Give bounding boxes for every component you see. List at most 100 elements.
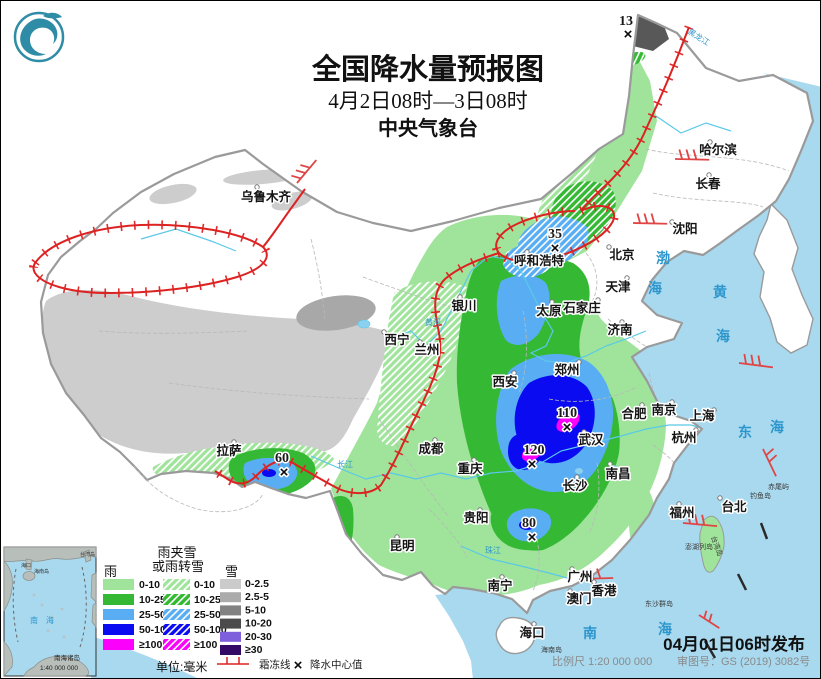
city-dot	[717, 495, 723, 501]
city-dot	[531, 621, 537, 627]
legend-range: 5-10	[245, 604, 266, 616]
city-label: 昆明	[389, 538, 414, 553]
rain-center-110	[556, 412, 580, 432]
legend: 雨 雨夹雪 或雨转雪 雪 0-10 10-25 25-50 50-100 ≥10…	[103, 545, 363, 674]
china-border	[39, 13, 815, 615]
cma-logo-swirl	[20, 18, 58, 56]
precip-center-x-icon: ×	[624, 26, 633, 43]
legend-swatch-sleet	[163, 639, 190, 650]
legend-range: 10-20	[245, 618, 272, 630]
foreign-border	[133, 465, 264, 513]
city-dot	[595, 297, 601, 303]
snow-area-qinghai	[296, 295, 376, 331]
legend-swatch-snow	[220, 579, 241, 589]
legend-frost-label: 霜冻线	[259, 658, 291, 671]
city-dot	[693, 427, 699, 433]
precip-center-value: 60	[275, 451, 289, 466]
cma-logo-wing	[43, 12, 62, 19]
map-org: 中央气象台	[378, 116, 478, 140]
legend-swatch-rain	[103, 624, 134, 635]
city-label: 广州	[567, 569, 592, 584]
legend-range: 25-50	[194, 609, 221, 621]
snow-patch	[271, 191, 313, 211]
city-dot	[711, 407, 717, 413]
city-dot	[624, 275, 630, 281]
precip-center-x-icon: ×	[551, 240, 560, 257]
city-label: 济南	[607, 322, 633, 337]
snow-area-tibet	[42, 289, 393, 454]
qinghai-lake	[357, 319, 371, 329]
city-label: 武汉	[578, 432, 604, 447]
wind-barb-icon	[291, 159, 317, 184]
frost-line-loop-west	[32, 223, 268, 295]
approval-number: 审图号：GS (2019) 3082号	[677, 654, 810, 668]
inset-dash-line	[79, 566, 87, 648]
map-title: 全国降水量预报图	[311, 52, 544, 86]
wind-barbs	[291, 149, 778, 629]
legend-sleet-heading-1: 雨夹雪	[157, 545, 196, 560]
legend-swatch-rain	[103, 579, 134, 590]
city-label: 郑州	[554, 362, 579, 377]
island-label: 东沙群岛	[645, 599, 673, 608]
inset-hainan	[22, 571, 36, 581]
island-label: 赤尾屿	[768, 482, 789, 491]
city-dot	[581, 429, 587, 435]
wind-barb-icon	[682, 513, 718, 528]
legend-sleet-heading-2: 或雨转雪	[152, 559, 204, 574]
wind-barb-icon	[762, 448, 778, 477]
inset-dash-line	[12, 568, 19, 643]
precip-center-x-icon: ×	[280, 464, 289, 481]
city-label: 长沙	[562, 478, 588, 493]
legend-range: ≥100	[194, 639, 217, 651]
taiwan-island	[699, 515, 725, 573]
wind-barb-icon	[578, 568, 614, 580]
city-label: 银川	[451, 298, 476, 313]
city-dot	[591, 579, 597, 585]
city-label: 南宁	[487, 578, 512, 593]
frost-line-legend-icon	[217, 657, 249, 665]
precip-center-value: 120	[524, 443, 545, 458]
legend-range: 2.5-5	[245, 591, 269, 603]
map-subtitle: 4月2日08时—3日08时	[328, 89, 528, 113]
legend-swatch-snow	[220, 618, 241, 629]
city-label: 台北	[721, 499, 747, 514]
city-label: 成都	[418, 441, 444, 456]
city-label: 北京	[609, 247, 635, 262]
inset-malay	[3, 641, 13, 677]
city-dot	[569, 566, 575, 572]
city-dot	[567, 588, 573, 594]
legend-range: 10-25	[194, 594, 221, 606]
city-label: 南昌	[605, 466, 630, 481]
precip-center-value: 35	[548, 227, 562, 242]
legend-range: 10-25	[139, 594, 166, 606]
inset-haikou-label: 海口	[21, 562, 31, 569]
precip-center-value: 110	[557, 406, 577, 421]
poyang-lake	[608, 465, 618, 473]
wind-barb-icon	[698, 610, 720, 629]
precip-centers: 13 × 35 × 110 × 120 × 60 × 80 ×	[274, 13, 635, 548]
city-dot	[471, 457, 477, 463]
sea-label: 东	[738, 424, 752, 440]
city-dot	[619, 319, 625, 325]
city-dot	[231, 439, 237, 445]
wind-barb-icon	[738, 353, 774, 369]
frost-line-southwest	[214, 252, 500, 495]
boundary-dashes	[703, 522, 769, 659]
legend-swatch-sleet	[163, 579, 190, 590]
hainan-island	[495, 616, 536, 655]
city-label: 海口	[519, 625, 544, 640]
province-borders	[98, 148, 790, 592]
river-label: 黄河	[425, 317, 441, 327]
city-label: 拉萨	[216, 443, 242, 458]
sea-label: 海	[648, 280, 662, 296]
frost-line-loop-hohhot	[495, 205, 616, 263]
rain-center-120	[521, 444, 543, 462]
legend-swatch-snow	[220, 605, 241, 616]
publish-time: 04月01日06时发布	[663, 634, 805, 654]
header: 全国降水量预报图 4月2日08时—3日08时 中央气象台	[13, 11, 544, 140]
city-label: 哈尔滨	[699, 142, 737, 157]
city-label: 长春	[695, 176, 721, 191]
city-dot	[499, 574, 505, 580]
